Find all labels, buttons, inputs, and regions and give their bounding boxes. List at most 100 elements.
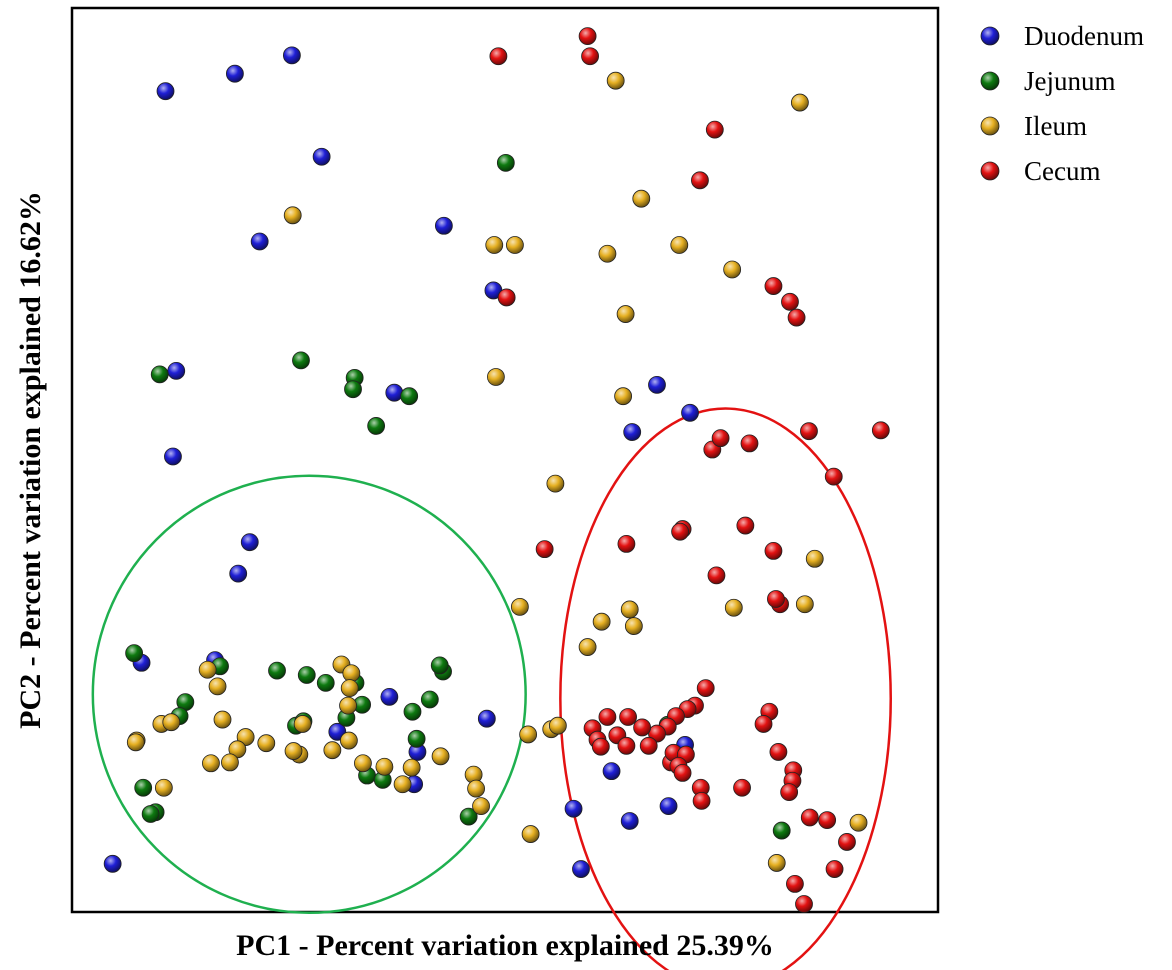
point-duodenum-28 (659, 797, 678, 816)
point-cecum-31 (633, 718, 652, 737)
cluster-ellipse-1 (91, 474, 527, 914)
point-jejunum-28 (430, 656, 449, 675)
point-cecum-7 (764, 277, 783, 295)
point-duodenum-6 (282, 46, 301, 65)
point-cecum-5 (705, 120, 724, 139)
point-jejunum-25 (407, 729, 426, 748)
point-cecum-20 (707, 566, 726, 585)
cluster-ellipse-2 (559, 407, 892, 970)
point-duodenum-21 (572, 860, 590, 878)
point-cecum-8 (781, 292, 799, 311)
point-ileum-54 (849, 813, 868, 832)
point-ileum-30 (402, 758, 421, 777)
point-duodenum-8 (240, 533, 259, 552)
cluster-ellipses (91, 407, 892, 970)
point-ileum-14 (162, 713, 181, 732)
point-duodenum-3 (312, 147, 331, 166)
point-jejunum-1 (150, 365, 169, 384)
point-ileum-39 (519, 725, 538, 744)
point-cecum-32 (619, 708, 637, 726)
legend-label-duodenum: Duodenum (1024, 21, 1144, 51)
point-jejunum-23 (420, 690, 439, 709)
point-cecum-3 (489, 47, 508, 66)
point-cecum-23 (617, 535, 636, 553)
point-jejunum-16 (134, 778, 153, 797)
point-ileum-32 (431, 747, 450, 766)
point-ileum-46 (598, 244, 617, 263)
point-cecum-53 (780, 783, 799, 802)
point-cecum-57 (825, 860, 844, 878)
point-duodenum-14 (434, 216, 453, 235)
point-ileum-25 (154, 778, 173, 797)
point-ileum-55 (616, 305, 635, 323)
point-cecum-47 (733, 778, 751, 797)
point-jejunum-32 (772, 821, 791, 840)
legend-label-cecum: Cecum (1024, 156, 1100, 186)
point-ileum-27 (323, 741, 342, 760)
point-cecum-22 (671, 522, 690, 541)
point-duodenum-7 (164, 447, 182, 466)
point-ileum-36 (521, 825, 540, 843)
point-ileum-24 (202, 754, 220, 773)
point-ileum-17 (126, 733, 145, 752)
point-ileum-34 (472, 797, 490, 816)
point-ileum-57 (767, 854, 786, 872)
point-cecum-58 (786, 874, 804, 893)
point-cecum-1 (578, 27, 597, 46)
point-duodenum-19 (477, 709, 496, 728)
point-duodenum-29 (620, 812, 639, 830)
point-ileum-52 (795, 595, 814, 614)
point-jejunum-4 (344, 380, 362, 399)
point-cecum-36 (591, 737, 610, 756)
point-ileum-42 (624, 617, 643, 635)
point-duodenum-22 (564, 799, 583, 818)
point-cecum-59 (795, 895, 813, 913)
legend-marker-ileum (980, 116, 1000, 136)
point-ileum-4 (487, 368, 505, 386)
point-ileum-38 (548, 716, 567, 735)
point-jejunum-5 (400, 387, 419, 406)
point-ileum-35 (467, 779, 485, 798)
point-cecum-24 (535, 540, 554, 559)
point-duodenum-10 (229, 564, 248, 583)
point-ileum-2 (485, 236, 504, 254)
point-duodenum-1 (103, 854, 122, 873)
point-ileum-9 (342, 664, 361, 683)
point-duodenum-13 (385, 383, 404, 402)
point-ileum-29 (375, 757, 394, 776)
point-jejunum-30 (496, 153, 515, 172)
point-ileum-1 (283, 206, 302, 225)
point-jejunum-11 (316, 673, 335, 692)
point-ileum-40 (606, 71, 625, 90)
point-ileum-50 (790, 93, 809, 112)
point-ileum-19 (257, 734, 276, 753)
point-duodenum-26 (648, 375, 666, 394)
x-axis-label: PC1 - Percent variation explained 25.39% (236, 929, 774, 962)
point-duodenum-23 (602, 762, 621, 781)
point-ileum-41 (620, 600, 639, 619)
point-ileum-11 (339, 696, 357, 715)
point-ileum-18 (236, 728, 255, 746)
point-ileum-15 (293, 715, 312, 733)
point-jejunum-6 (367, 417, 386, 435)
point-duodenum-9 (167, 361, 186, 380)
point-ileum-44 (578, 638, 597, 656)
legend-marker-duodenum (980, 26, 1000, 46)
point-jejunum-29 (459, 807, 478, 826)
point-ileum-10 (340, 679, 359, 698)
legend: Duodenum Jejunum Ileum Cecum (980, 21, 1144, 186)
point-cecum-46 (692, 791, 711, 810)
point-duodenum-4 (156, 82, 175, 101)
point-cecum-9 (787, 308, 806, 327)
legend-marker-jejunum (980, 71, 1000, 91)
point-cecum-54 (800, 808, 819, 827)
point-ileum-51 (724, 598, 743, 617)
point-ileum-28 (354, 754, 372, 773)
legend-label-ileum: Ileum (1024, 111, 1087, 141)
point-cecum-56 (838, 833, 856, 851)
point-cecum-10 (871, 421, 890, 440)
point-ileum-47 (632, 189, 651, 208)
point-duodenum-25 (623, 423, 642, 441)
point-cecum-14 (736, 516, 755, 535)
